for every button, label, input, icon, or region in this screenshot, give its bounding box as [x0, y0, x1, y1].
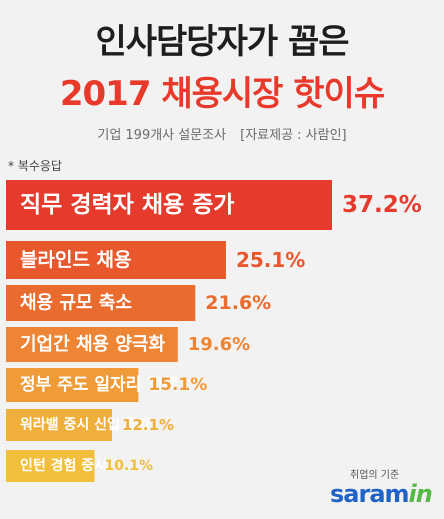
bar [6, 409, 113, 441]
bar [6, 180, 332, 230]
bar-group: 블라인드 채용 25.1% [6, 241, 305, 279]
bar [6, 368, 139, 402]
bar-group: 채용 규모 축소 21.6% [6, 285, 271, 321]
chart-title-line1: 인사담당자가 꼽은 [95, 22, 349, 62]
value-label: 37.2% [342, 192, 422, 218]
chart-subtitle: 기업 199개사 설문조사 [자료제공 : 사람인] [0, 124, 444, 143]
value-label: 21.6% [205, 292, 271, 314]
category-label: 직무 경력자 채용 증가 [20, 192, 234, 218]
survey-info: 기업 199개사 설문조사 [97, 128, 227, 143]
chart-title-line2: 2017 채용시장 핫이슈 [59, 74, 385, 114]
logo-name-accent: in [408, 480, 433, 508]
category-label: 워라밸 중시 신입 증가 [20, 416, 151, 433]
data-source: [자료제공 : 사람인] [240, 128, 347, 143]
category-label: 채용 규모 축소 [20, 293, 132, 314]
value-label: 12.1% [122, 416, 174, 434]
bar [6, 285, 196, 321]
logo-wordmark: saramin [330, 481, 440, 507]
multiple-response-note: * 복수응답 [8, 159, 62, 173]
value-label: 19.6% [188, 334, 250, 355]
bar [6, 241, 226, 279]
value-label: 15.1% [148, 375, 207, 395]
logo-tagline: 취업의 기준 [350, 470, 400, 481]
category-label: 정부 주도 일자리 정책 [20, 375, 179, 395]
bar [6, 450, 95, 482]
bar-group: 직무 경력자 채용 증가 37.2% [6, 180, 422, 230]
category-label: 기업간 채용 양극화 [20, 334, 165, 355]
bar-group: 기업간 채용 양극화 19.6% [6, 327, 250, 362]
category-label: 블라인드 채용 [20, 249, 132, 271]
value-label: 10.1% [105, 458, 154, 474]
value-label: 25.1% [236, 248, 305, 272]
logo-name-main: saram [330, 480, 410, 508]
saramin-logo: 취업의 기준 saramin [330, 466, 440, 507]
category-label: 인턴 경험 중시 [20, 457, 107, 474]
bar [6, 327, 178, 362]
